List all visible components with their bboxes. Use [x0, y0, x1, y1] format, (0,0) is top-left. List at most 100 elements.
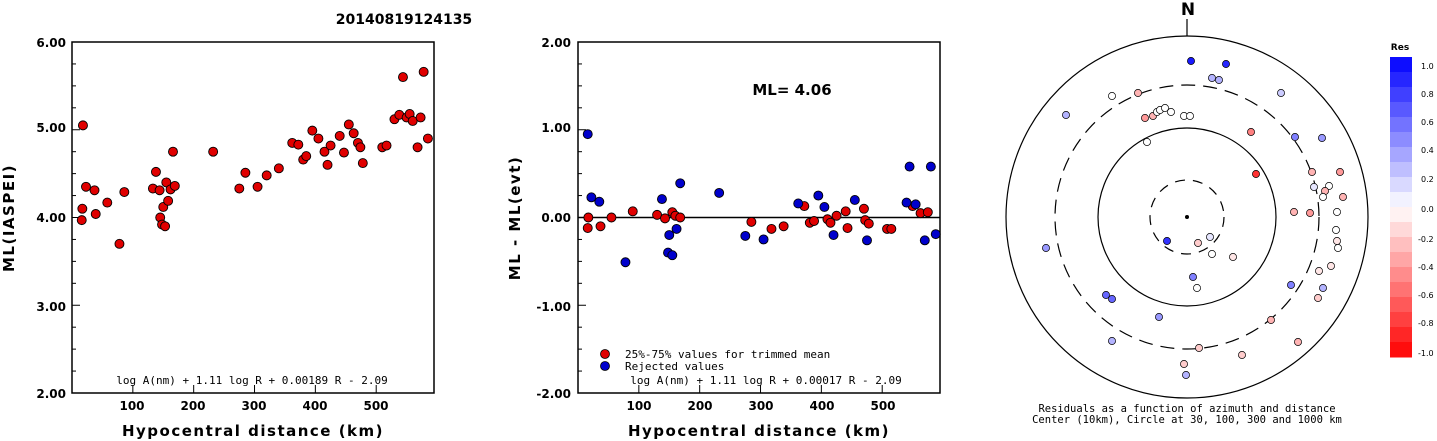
residual-point-used	[766, 223, 777, 234]
colorbar-cell	[1390, 327, 1412, 343]
formula-text: log A(nm) + 1.11 log R + 0.00017 R - 2.0…	[630, 374, 902, 387]
colorbar-cell	[1390, 162, 1412, 178]
legend-label: 25%-75% values for trimmed mean	[625, 348, 830, 361]
station-residual-point	[1222, 60, 1230, 68]
station-residual-point	[1294, 338, 1302, 346]
magnitude-point	[339, 147, 349, 158]
magnitude-point	[114, 238, 125, 249]
residual-point-rejected	[740, 230, 751, 241]
residual-point-rejected	[758, 234, 769, 245]
colorbar-cell	[1390, 57, 1412, 73]
station-residual-point	[1143, 138, 1151, 146]
y-tick-label: 1.00	[541, 121, 571, 135]
station-residual-point	[1062, 111, 1070, 119]
magnitude-point	[89, 185, 100, 196]
colorbar-cell	[1390, 132, 1412, 148]
x-tick-label: 500	[870, 399, 895, 413]
station-residual-point	[1182, 371, 1190, 379]
magnitude-point	[343, 119, 354, 130]
magnitude-point	[293, 139, 304, 150]
magnitude-point	[154, 185, 165, 196]
colorbar-label: 0.2	[1421, 175, 1434, 184]
station-residual-point	[1167, 108, 1175, 116]
station-residual-point	[1277, 89, 1285, 97]
colorbar-cell	[1390, 207, 1412, 223]
station-residual-point	[1339, 193, 1347, 201]
colorbar-cell	[1390, 192, 1412, 208]
residual-point-rejected	[819, 202, 830, 212]
colorbar-cell	[1390, 342, 1412, 358]
residual-point-used	[825, 217, 836, 228]
colorbar-cell	[1390, 147, 1412, 163]
residual-colorbar: Res 1.0 0.8 0.6 0.4 0.2 0.0 -0.2 -0.4 -0…	[1390, 43, 1434, 358]
magnitude-point	[325, 140, 336, 151]
station-residual-point	[1267, 316, 1275, 324]
polar-caption: Residuals as a function of azimuth and d…	[1038, 403, 1335, 415]
x-tick-label: 200	[687, 399, 712, 413]
magnitude-point	[415, 112, 426, 123]
station-residual-point	[1291, 133, 1299, 141]
station-residual-point	[1141, 114, 1149, 122]
magnitude-point	[334, 130, 345, 141]
magnitude-point	[307, 125, 318, 136]
magnitude-point	[252, 181, 263, 192]
residual-point-rejected	[664, 230, 675, 241]
residual-point-used	[627, 206, 638, 217]
x-axis-label: Hypocentral distance (km)	[122, 422, 384, 440]
residual-point-used	[675, 212, 686, 223]
residual-point-used	[840, 206, 851, 217]
magnitude-point	[261, 170, 272, 181]
station-residual-point	[1155, 313, 1163, 321]
residual-point-rejected	[828, 230, 839, 241]
residual-point-rejected	[919, 235, 930, 246]
magnitude-point	[322, 159, 333, 170]
magnitude-point	[208, 146, 219, 157]
station-residual-point	[1333, 208, 1341, 216]
station-residual-point	[1319, 193, 1327, 201]
colorbar-label: 0.4	[1421, 146, 1434, 155]
station-residual-point	[1314, 294, 1322, 302]
colorbar-cell	[1390, 177, 1412, 193]
station-residual-point	[1108, 92, 1116, 100]
station-residual-point	[1189, 273, 1197, 281]
magnitude-point	[169, 180, 180, 191]
magnitude-point	[240, 167, 251, 178]
residual-point-rejected	[667, 250, 678, 261]
colorbar-cell	[1390, 72, 1412, 88]
residual-point-rejected	[793, 198, 804, 209]
station-residual-point	[1102, 291, 1110, 299]
station-residual-point	[1186, 112, 1194, 120]
colorbar-cell	[1390, 312, 1412, 328]
figure-title: 20140819124135	[336, 12, 472, 28]
station-residual-point	[1187, 57, 1195, 65]
colorbar-cell	[1390, 297, 1412, 313]
station-residual-point	[1310, 183, 1318, 191]
data-points	[76, 66, 433, 249]
residual-point-rejected	[714, 187, 725, 198]
station-residual-point	[1238, 351, 1246, 359]
magnitude-point	[412, 142, 423, 153]
station-residuals	[1042, 57, 1347, 379]
colorbar-cell	[1390, 252, 1412, 268]
residual-point-used	[606, 212, 617, 223]
magnitude-point	[163, 195, 174, 206]
y-tick-label: 2.00	[541, 36, 571, 50]
station-residual-point	[1334, 244, 1342, 252]
residual-point-used	[886, 223, 897, 234]
station-residual-point	[1163, 237, 1171, 245]
y-axis-label: ML(IASPEI)	[0, 164, 18, 272]
x-axis-label: Hypocentral distance (km)	[628, 422, 890, 440]
station-residual-point	[1290, 208, 1298, 216]
magnitude-point	[168, 146, 178, 157]
y-tick-label: 2.00	[36, 387, 66, 401]
residual-point-rejected	[930, 229, 941, 240]
station-residual-point	[1180, 360, 1188, 368]
station-residual-point	[1208, 74, 1216, 82]
y-tick-label: 0.00	[541, 211, 571, 225]
residual-point-rejected	[849, 194, 860, 205]
residual-point-used	[660, 213, 670, 224]
magnitude-point	[319, 146, 330, 157]
chart-panel-magnitude: 6.00 5.00 4.00 3.00 2.00 100 200 300 400…	[0, 36, 435, 440]
station-residual-point	[1336, 168, 1344, 176]
